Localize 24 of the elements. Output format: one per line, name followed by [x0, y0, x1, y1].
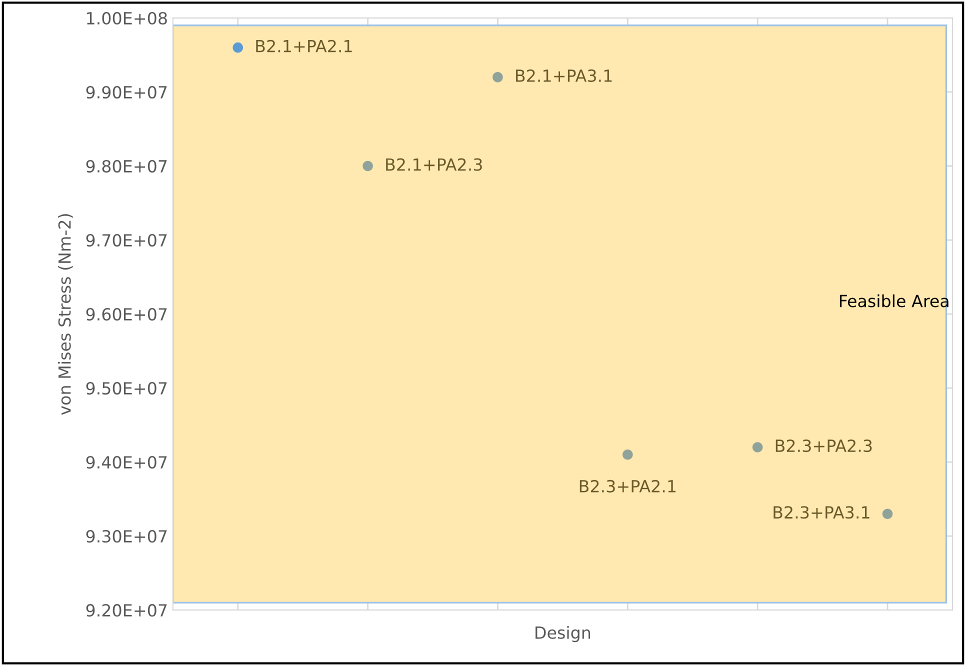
x-axis-title: Design — [536, 626, 590, 642]
data-label: B2.3+PA2.1 — [580, 480, 676, 493]
data-label: B2.3+PA3.1 — [774, 506, 870, 519]
point — [752, 442, 763, 452]
point — [232, 42, 244, 53]
y-tick-label: 1.00E+08 — [87, 12, 167, 25]
y-axis-title: von Mises Stress (Nm-2) — [58, 214, 73, 415]
y-tick-label: 9.40E+07 — [86, 456, 167, 469]
y-tick-label: 9.90E+07 — [86, 86, 167, 99]
point — [362, 160, 373, 172]
band-label: Feasible Area — [840, 294, 948, 308]
data-label: B2.1+PA3.1 — [516, 69, 612, 82]
data-label: B2.3+PA2.3 — [776, 439, 872, 452]
y-tick-label: 9.80E+07 — [86, 160, 167, 173]
y-tick-label: 9.70E+07 — [86, 234, 167, 247]
y-tick-label: 9.50E+07 — [86, 382, 167, 395]
y-tick-label: 9.60E+07 — [86, 308, 167, 321]
point — [622, 449, 633, 460]
data-label: B2.1+PA2.3 — [386, 158, 482, 171]
point — [882, 508, 893, 519]
point — [492, 72, 503, 82]
data-label: B2.1+PA2.1 — [256, 40, 352, 52]
y-tick-label: 9.30E+07 — [86, 530, 167, 543]
y-tick-label: 9.20E+07 — [86, 604, 167, 617]
